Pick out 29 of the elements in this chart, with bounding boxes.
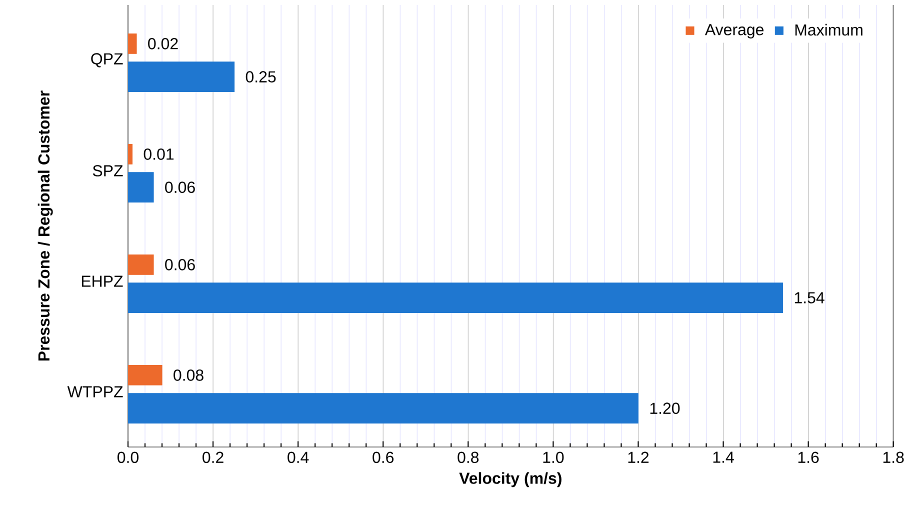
- data-label: 0.06: [165, 259, 195, 270]
- bar: [128, 254, 154, 275]
- legend-label: Maximum: [795, 24, 862, 36]
- x-axis-title: Velocity (m/s): [459, 472, 562, 488]
- x-tick-label: 0.4: [288, 452, 309, 464]
- y-tick-label: SPZ: [92, 165, 123, 176]
- y-tick-label: QPZ: [91, 53, 123, 68]
- y-tick-label: WTPPZ: [67, 386, 123, 398]
- data-label: 0.01: [144, 148, 174, 160]
- data-label: 1.20: [650, 402, 680, 414]
- y-axis-title: Pressure Zone / Regional Customer: [38, 90, 53, 361]
- data-label: 0.02: [148, 38, 178, 50]
- data-label: 0.25: [246, 71, 276, 82]
- x-tick-label: 0.2: [202, 452, 224, 464]
- x-tick-label: 1.0: [543, 452, 564, 464]
- x-tick-label: 1.2: [628, 452, 649, 463]
- x-tick-label: 1.4: [713, 452, 734, 463]
- legend-label: Average: [704, 24, 764, 38]
- x-tick-label: 0.0: [118, 452, 139, 464]
- x-tick-label: 1.6: [798, 452, 819, 464]
- x-tick-label: 0.6: [372, 452, 394, 464]
- bar: [128, 364, 162, 386]
- x-tick-label: 1.8: [883, 452, 904, 464]
- data-label: 1.54: [794, 292, 824, 304]
- data-label: 0.08: [174, 370, 204, 381]
- y-tick-label: EHPZ: [82, 276, 123, 287]
- bar: [128, 33, 137, 54]
- data-label: 0.06: [165, 182, 195, 193]
- x-tick-label: 0.8: [458, 452, 479, 464]
